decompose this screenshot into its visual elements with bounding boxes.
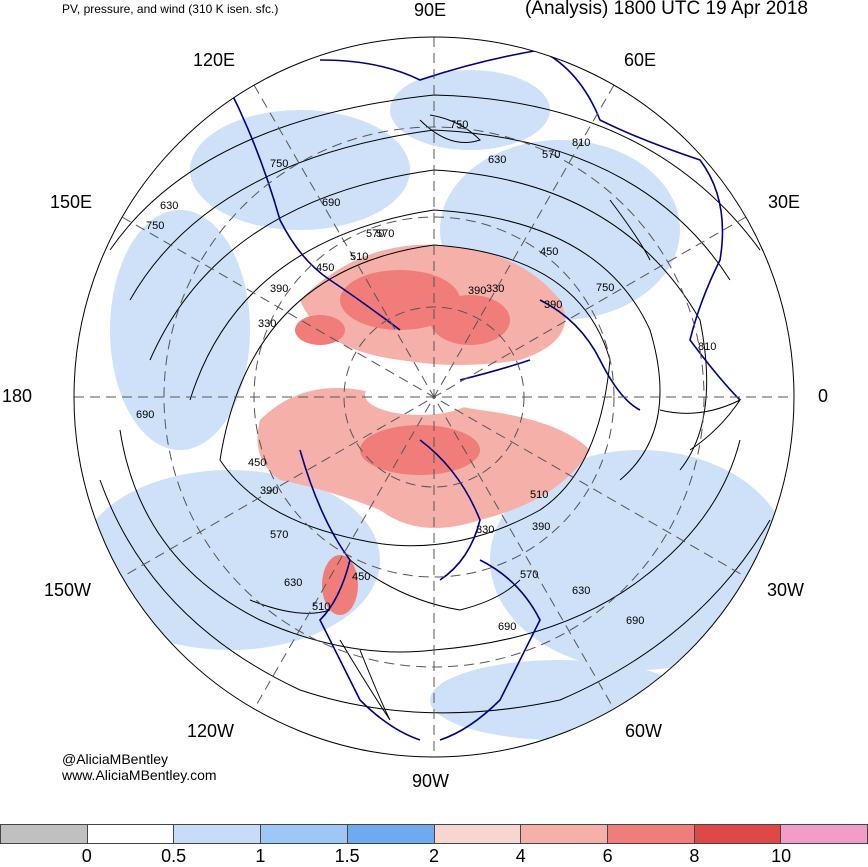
contour-label: 750 — [596, 282, 614, 294]
lon-label-90w: 90W — [412, 771, 450, 791]
graticule — [74, 37, 794, 757]
map-subtitle: PV, pressure, and wind (310 K isen. sfc.… — [62, 2, 279, 16]
contour-label: 750 — [450, 119, 468, 131]
contour-label: 810 — [572, 137, 590, 149]
credit-website: www.AliciaMBentley.com — [62, 767, 217, 783]
contour-label: 330 — [258, 318, 276, 330]
lon-label-60e: 60E — [624, 50, 657, 70]
contour-label: 690 — [498, 621, 516, 633]
contour-label: 690 — [626, 615, 644, 627]
colorbar-tick-label: 4 — [515, 846, 526, 866]
colorbar-tick-label: 0.5 — [161, 846, 187, 866]
contour-label: 450 — [316, 262, 334, 274]
contour-label: 570 — [520, 569, 538, 581]
colorbar-segment — [521, 824, 608, 844]
contour-label: 510 — [530, 489, 548, 501]
credit-handle: @AliciaMBentley — [62, 751, 169, 767]
contour-label: 630 — [160, 200, 178, 212]
lon-label-0: 0 — [818, 386, 829, 406]
colorbar-tick-label: 1.5 — [334, 846, 360, 866]
contour-label: 510 — [312, 601, 330, 613]
lon-label-90e: 90E — [414, 0, 447, 20]
colorbar-segment — [87, 824, 175, 844]
colorbar-segment — [607, 824, 695, 844]
map-boundary — [73, 36, 795, 758]
map-title: (Analysis) 1800 UTC 19 Apr 2018 — [524, 0, 808, 19]
contour-label: 390 — [532, 521, 550, 533]
contour-label: 390 — [260, 485, 278, 497]
colorbar-tick-label: 6 — [602, 846, 613, 866]
contour-label: 810 — [698, 341, 716, 353]
contour-label: 450 — [248, 457, 266, 469]
contour-label: 570 — [366, 228, 384, 240]
colorbar-tick-label: 1 — [255, 846, 266, 866]
colorbar-segment — [0, 824, 88, 844]
contour-label: 330 — [486, 283, 504, 295]
colorbar-tick-label: 8 — [689, 846, 700, 866]
colorbar-segment — [781, 824, 868, 844]
colorbar-segment — [347, 824, 435, 844]
colorbar-tick-label: 10 — [771, 846, 792, 866]
lon-label-150e: 150E — [50, 192, 93, 212]
lon-label-60w: 60W — [625, 721, 663, 741]
lon-label-150w: 150W — [44, 580, 92, 600]
lon-label-120e: 120E — [193, 50, 236, 70]
contour-label: 330 — [476, 524, 494, 536]
contour-label: 750 — [146, 220, 164, 232]
lon-label-30w: 30W — [767, 580, 805, 600]
colorbar-segment — [434, 824, 522, 844]
contour-label: 750 — [270, 158, 288, 170]
colorbar-tick-label: 0 — [81, 846, 92, 866]
contour-label: 630 — [572, 585, 590, 597]
lon-label-120w: 120W — [187, 721, 235, 741]
pv-high-shading — [257, 244, 590, 615]
contour-label: 630 — [284, 577, 302, 589]
colorbar-tick-label: 2 — [428, 846, 440, 866]
contour-label: 570 — [270, 529, 288, 541]
contour-label: 450 — [352, 571, 370, 583]
colorbar — [0, 824, 868, 844]
contour-label: 570 — [376, 228, 394, 240]
contour-label: 510 — [350, 251, 368, 263]
contour-label: 690 — [322, 197, 340, 209]
contour-label: 390 — [544, 299, 562, 311]
contour-label: 390 — [270, 283, 288, 295]
colorbar-segment — [694, 824, 782, 844]
contour-label: 690 — [136, 409, 154, 421]
lon-label-180: 180 — [2, 386, 33, 406]
contour-label: 570 — [542, 149, 560, 161]
contour-label: 630 — [488, 154, 506, 166]
lon-label-30e: 30E — [768, 192, 801, 212]
contour-label: 450 — [540, 246, 558, 258]
colorbar-segment — [174, 824, 262, 844]
contour-label: 390 — [468, 285, 486, 297]
colorbar-segment — [261, 824, 348, 844]
